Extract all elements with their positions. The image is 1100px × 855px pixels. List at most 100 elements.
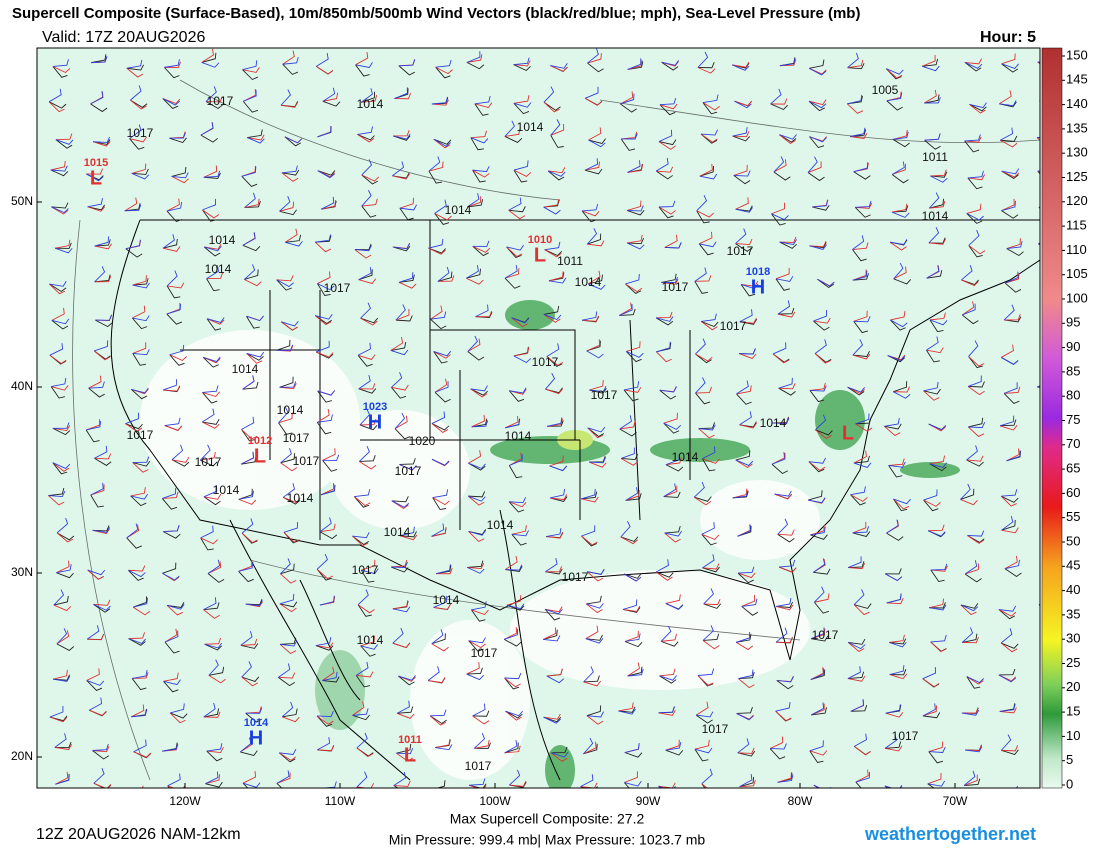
wind-barb [998,609,1017,617]
wind-barb [360,302,371,319]
wind-barb [354,496,371,507]
wind-barb [513,169,528,183]
wind-barb [315,637,332,647]
wind-barb [511,317,528,328]
wind-barb [131,163,147,174]
wind-barb [852,270,868,281]
wind-barb [51,206,69,214]
wind-barb [550,119,561,136]
wind-barb [623,573,642,582]
wind-barb [470,385,488,392]
colorbar-label: 115 [1066,218,1087,233]
wind-barb [241,416,255,430]
wind-barb [627,668,644,677]
wind-barb [316,568,334,580]
wind-barb [661,278,679,285]
wind-barb [740,283,759,290]
wind-barb [322,671,338,681]
wind-barb [56,630,70,645]
wind-barb [736,380,749,395]
wind-barb [51,202,69,209]
wind-barb [242,101,259,113]
wind-barb [665,594,681,604]
wind-barb [466,268,481,279]
wind-barb [504,268,520,279]
wind-barb [543,313,562,321]
wind-barb [587,427,604,439]
wind-barb [241,518,254,534]
wind-barb [547,170,565,181]
wind-barb [926,349,940,363]
wind-barb [627,666,643,677]
wind-barb [964,778,981,786]
wind-barb [466,54,483,63]
wind-barb [855,200,872,208]
isobar-label: 1014 [209,233,236,247]
isobar-label: 1017 [892,729,919,743]
isobar-label: 1017 [720,319,747,333]
wind-barb [394,87,408,100]
wind-barb [94,236,110,247]
colorbar-label: 130 [1066,145,1088,160]
wind-barb [391,372,403,388]
wind-barb [588,138,606,145]
wind-barb [431,633,446,645]
wind-barb [205,774,221,785]
wind-barb [733,175,751,185]
wind-barb [279,196,291,212]
wind-barb [86,419,100,431]
wind-barb [626,200,642,211]
wind-barb [203,609,220,619]
wind-barb [398,65,415,76]
wind-barb [741,280,759,287]
wind-barb [430,318,447,330]
wind-barb [92,750,109,760]
isobar-label: 1017 [702,722,729,736]
wind-barb [92,743,109,751]
wind-barb [969,104,986,114]
wind-barb [359,461,377,470]
wind-barb [885,568,902,575]
wind-barb [163,525,180,533]
wind-barb [396,743,412,754]
title: Supercell Composite (Surface-Based), 10m… [12,5,860,22]
wind-barb [809,750,828,756]
wind-barb [773,171,791,181]
wind-barb [739,317,757,324]
wind-barb [966,213,984,221]
wind-barb [469,778,486,786]
wind-barb [618,708,636,715]
wind-barb [504,265,518,279]
wind-barb [626,351,642,363]
wind-barb [169,132,186,139]
wind-barb [589,388,607,394]
isobar-label: 1017 [465,759,492,773]
wind-barb [813,558,826,573]
wind-barb [132,462,149,473]
wind-barb [847,94,863,105]
wind-barb [884,745,903,752]
wind-barb [544,249,562,258]
wind-barb [627,238,645,245]
wind-barb [504,677,520,690]
wind-barb [356,671,374,678]
wind-barb [586,228,598,245]
wind-barb [166,285,181,299]
wind-barb [393,780,411,787]
wind-barb [584,168,603,175]
wind-barb [316,715,333,727]
wind-barb [663,491,681,498]
wind-barb [847,52,859,69]
wind-barb [778,387,796,396]
wind-barb [658,200,676,208]
wind-barb [659,675,677,684]
wind-barb [205,101,224,110]
wind-barb [314,241,332,253]
wind-barb [94,453,112,460]
forecast-hour: Hour: 5 [980,29,1036,46]
wind-barb [94,457,112,466]
wind-barb [546,528,562,538]
wind-barb [546,789,563,794]
wind-barb [392,600,409,610]
wind-barb [771,463,789,475]
